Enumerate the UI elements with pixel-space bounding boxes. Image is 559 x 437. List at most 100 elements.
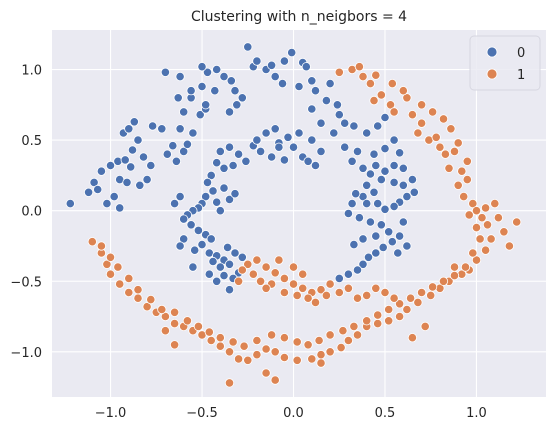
data-point	[87, 237, 97, 247]
data-point	[279, 155, 289, 165]
data-point	[126, 162, 136, 172]
tick-labels: −1.0 −0.5 0.0 0.5 1.0 −1.0 −0.5 0.0 0.5 1.0	[10, 64, 486, 421]
y-tick-label: 1.0	[21, 64, 42, 79]
data-point	[480, 245, 491, 255]
data-point	[427, 282, 438, 292]
data-point	[303, 156, 313, 166]
data-point	[407, 333, 417, 343]
x-tick-label: −0.5	[186, 406, 218, 421]
data-point	[146, 294, 156, 305]
data-point	[127, 145, 138, 155]
data-point	[351, 189, 361, 199]
data-point	[206, 234, 216, 244]
data-point	[413, 128, 423, 138]
data-point	[413, 297, 423, 307]
data-point	[380, 287, 390, 298]
data-point	[261, 262, 271, 272]
data-point	[504, 241, 514, 251]
data-point	[462, 156, 472, 166]
data-point	[288, 142, 299, 152]
data-point	[224, 142, 235, 152]
x-tick-label: 1.0	[466, 406, 487, 421]
data-point	[402, 93, 412, 103]
data-point	[334, 110, 344, 120]
data-point	[274, 255, 284, 265]
data-point	[321, 96, 331, 106]
data-point	[378, 242, 388, 252]
data-point	[212, 197, 222, 207]
data-point	[482, 220, 493, 230]
data-point	[402, 192, 412, 202]
data-point	[135, 180, 145, 190]
data-point	[298, 283, 308, 293]
data-point	[387, 237, 397, 247]
data-point	[373, 318, 383, 329]
data-point	[316, 285, 326, 295]
data-point	[232, 100, 242, 110]
data-point	[301, 62, 311, 72]
data-point	[371, 231, 381, 241]
data-point	[373, 121, 383, 131]
data-point	[65, 199, 75, 209]
data-point	[146, 160, 156, 171]
data-point	[349, 321, 359, 331]
data-point	[338, 326, 348, 336]
data-point	[292, 355, 302, 365]
data-point	[248, 269, 258, 279]
data-point	[120, 155, 130, 165]
data-point	[358, 234, 368, 244]
legend-marker	[486, 68, 498, 80]
data-point	[449, 146, 460, 156]
data-point	[170, 199, 180, 209]
data-point	[416, 100, 427, 110]
legend: 01	[469, 35, 541, 91]
data-point	[228, 337, 238, 347]
data-point	[468, 248, 478, 258]
legend-box	[469, 35, 541, 91]
data-point	[292, 337, 302, 347]
data-point	[124, 273, 134, 283]
data-point	[102, 199, 112, 209]
data-point	[373, 310, 383, 320]
data-point	[182, 316, 192, 326]
data-point	[195, 110, 205, 120]
data-point	[279, 352, 289, 363]
data-point	[219, 72, 229, 82]
data-point	[129, 117, 139, 127]
data-point	[105, 269, 116, 279]
data-point	[394, 231, 405, 241]
data-point	[477, 213, 487, 223]
data-point	[270, 375, 280, 385]
data-point	[459, 192, 469, 202]
data-point	[325, 279, 335, 289]
data-point	[288, 262, 299, 272]
data-point	[402, 304, 412, 315]
data-point	[307, 76, 317, 86]
data-point	[270, 347, 280, 357]
data-point	[223, 242, 233, 252]
data-point	[440, 149, 450, 159]
data-point	[325, 79, 335, 89]
data-point	[398, 163, 408, 173]
data-point	[202, 177, 213, 187]
data-point	[480, 203, 491, 213]
data-point	[316, 358, 326, 368]
data-point	[175, 72, 185, 82]
data-point	[462, 175, 472, 185]
data-point	[212, 64, 222, 75]
data-point	[307, 104, 317, 114]
data-point	[234, 149, 244, 159]
series-0	[65, 42, 419, 295]
data-point	[215, 262, 225, 272]
data-point	[224, 285, 235, 295]
data-point	[224, 194, 235, 204]
data-point	[334, 287, 344, 298]
data-point	[224, 107, 235, 117]
data-point	[380, 166, 390, 176]
data-point	[438, 276, 449, 286]
data-point	[179, 107, 189, 117]
data-point	[365, 169, 375, 179]
data-point	[226, 76, 236, 86]
data-point	[224, 259, 235, 269]
data-point	[224, 378, 235, 388]
